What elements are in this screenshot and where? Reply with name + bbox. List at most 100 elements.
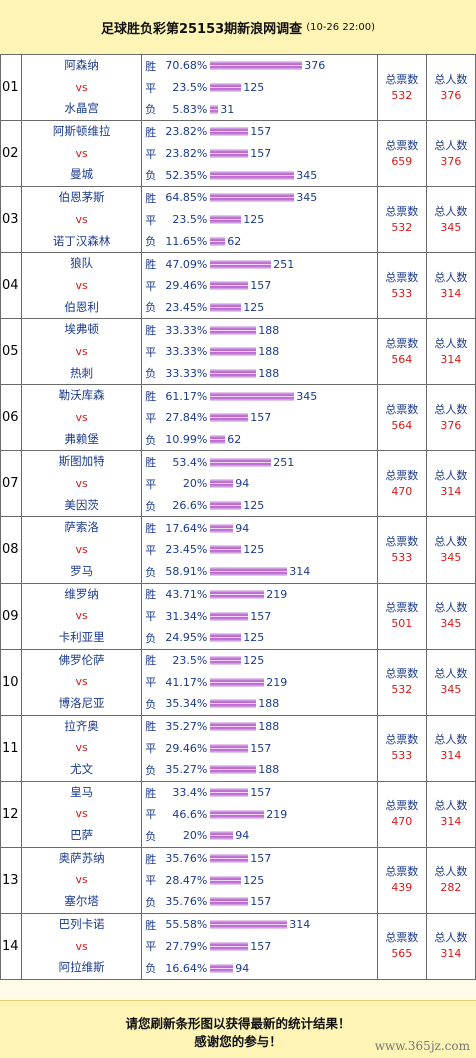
total-people-value: 345: [440, 617, 462, 631]
total-people-cell: 总人数 314: [425, 912, 476, 980]
home-team[interactable]: 巴列卡诺: [58, 916, 105, 931]
home-team[interactable]: 埃弗顿: [64, 322, 99, 337]
away-team[interactable]: 美因茨: [64, 497, 99, 512]
away-team[interactable]: 尤文: [70, 762, 94, 776]
home-team[interactable]: 皇马: [70, 784, 94, 799]
vs-label: vs: [75, 411, 88, 424]
stat-draw-label: 平: [145, 477, 157, 491]
away-team[interactable]: 曼城: [70, 167, 94, 182]
total-votes-value: 533: [391, 550, 413, 564]
stat-loss-label: 负: [145, 631, 157, 645]
total-votes-cell: 总票数 564: [376, 318, 427, 386]
match-row: 14 巴列卡诺 vs 阿拉维斯 胜 55.58% 314 平 27.79% 157 负 16.64% 9…: [0, 912, 476, 980]
total-votes-value: 659: [391, 154, 413, 168]
stat-win-percent: 55.58%: [165, 918, 208, 932]
stat-win-bar: [210, 721, 257, 731]
home-team[interactable]: 斯图加特: [58, 454, 105, 469]
vs-label: vs: [75, 807, 88, 821]
stat-draw-bar: [210, 413, 249, 423]
total-people-label: 总人数: [434, 733, 468, 747]
stat-loss-percent: 33.33%: [165, 366, 208, 380]
stat-loss: 负 35.34% 188: [142, 693, 376, 715]
stat-draw-count: 219: [266, 807, 288, 821]
home-team[interactable]: 佛罗伦萨: [58, 652, 105, 667]
total-people-value: 345: [440, 550, 462, 564]
stat-loss: 负 24.95% 125: [142, 627, 376, 649]
total-people-label: 总人数: [434, 138, 468, 152]
away-team[interactable]: 水晶宫: [64, 101, 99, 116]
stat-loss-count: 188: [258, 697, 280, 711]
away-team[interactable]: 博洛尼亚: [58, 695, 105, 710]
away-team[interactable]: 诺丁汉森林: [52, 233, 111, 248]
home-team[interactable]: 狼队: [70, 256, 94, 271]
home-team[interactable]: 伯恩茅斯: [58, 190, 105, 205]
vs-label: vs: [75, 609, 88, 623]
stat-win: 胜 23.5% 125: [142, 650, 376, 672]
vs-label: vs: [75, 212, 88, 226]
away-team[interactable]: 卡利亚里: [58, 629, 105, 644]
home-team[interactable]: 维罗纳: [64, 586, 99, 601]
home-team[interactable]: 勒沃库森: [58, 388, 105, 403]
total-votes-label: 总票数: [385, 667, 419, 681]
away-team[interactable]: 阿拉维斯: [58, 960, 105, 975]
stat-win: 胜 33.4% 157: [142, 782, 376, 804]
survey-date: (10-26 22:00): [306, 21, 376, 33]
away-team[interactable]: 塞尔塔: [64, 894, 99, 909]
vs-label: vs: [75, 741, 88, 755]
stat-draw-percent: 28.47%: [165, 873, 208, 887]
stat-loss-label: 负: [145, 895, 157, 909]
home-team[interactable]: 拉齐奥: [64, 718, 99, 733]
stat-win-percent: 33.33%: [165, 323, 208, 337]
home-team[interactable]: 奥萨苏纳: [58, 850, 105, 865]
vote-stats: 胜 17.64% 94 平 23.45% 125 负 58.91% 314: [141, 516, 378, 584]
stat-draw-count: 125: [243, 213, 265, 227]
home-team[interactable]: 阿斯顿维拉: [52, 124, 111, 139]
total-people-label: 总人数: [434, 72, 468, 86]
stat-loss-bar: [210, 170, 295, 180]
stat-win: 胜 43.71% 219: [142, 584, 376, 606]
stat-draw-label: 平: [145, 940, 157, 954]
total-people-value: 314: [440, 749, 462, 763]
stat-win-bar: [210, 920, 288, 930]
away-team[interactable]: 巴萨: [70, 828, 94, 843]
stat-loss-percent: 58.91%: [165, 565, 208, 579]
home-team[interactable]: 萨索洛: [64, 520, 99, 535]
total-votes-value: 533: [391, 749, 413, 763]
total-votes-label: 总票数: [385, 72, 419, 86]
away-team[interactable]: 伯恩利: [64, 299, 99, 314]
stat-win-percent: 23.82%: [165, 125, 208, 139]
stat-loss-bar: [210, 435, 226, 445]
total-people-value: 345: [440, 683, 462, 697]
total-votes-value: 565: [391, 947, 413, 961]
total-people-cell: 总人数 314: [425, 450, 476, 518]
stat-draw-label: 平: [145, 213, 157, 227]
total-people-label: 总人数: [434, 468, 468, 482]
total-people-label: 总人数: [434, 402, 468, 416]
stat-loss-count: 62: [227, 234, 242, 248]
total-votes-cell: 总票数 501: [376, 582, 427, 650]
total-people-value: 376: [440, 154, 462, 168]
stat-win-percent: 35.76%: [165, 852, 208, 866]
stat-loss: 负 52.35% 345: [142, 164, 376, 186]
match-table: 01 阿森纳 vs 水晶宫胜 70.68% 376 平 23.5% 125 负 5.83% 31 总票数…: [0, 53, 476, 980]
stat-draw-count: 94: [235, 477, 250, 491]
stat-draw-label: 平: [145, 147, 157, 161]
vote-stats: 胜 53.4% 251 平 20% 94 负 26.6% 125: [141, 450, 378, 518]
total-votes-value: 439: [391, 881, 413, 895]
total-votes-cell: 总票数 533: [376, 714, 427, 782]
match-number: 13: [0, 846, 23, 914]
stat-win-label: 胜: [145, 522, 157, 536]
stat-win-label: 胜: [145, 456, 157, 470]
away-team[interactable]: 弗赖堡: [64, 431, 99, 446]
stat-draw-bar: [210, 347, 257, 357]
stat-win-percent: 61.17%: [165, 389, 208, 403]
match-row: 10 佛罗伦萨 vs 博洛尼亚 胜 23.5% 125 平 41.17% 219 负 35.34% 18…: [0, 648, 476, 716]
stat-draw-bar: [210, 809, 265, 819]
home-team[interactable]: 阿森纳: [64, 58, 99, 72]
match-teams: 阿森纳 vs 水晶宫: [21, 53, 143, 122]
away-team[interactable]: 罗马: [70, 563, 94, 578]
away-team[interactable]: 热刺: [70, 365, 94, 380]
stat-draw-label: 平: [145, 81, 157, 95]
vs-label: vs: [75, 477, 88, 491]
stat-draw-count: 157: [250, 939, 272, 953]
